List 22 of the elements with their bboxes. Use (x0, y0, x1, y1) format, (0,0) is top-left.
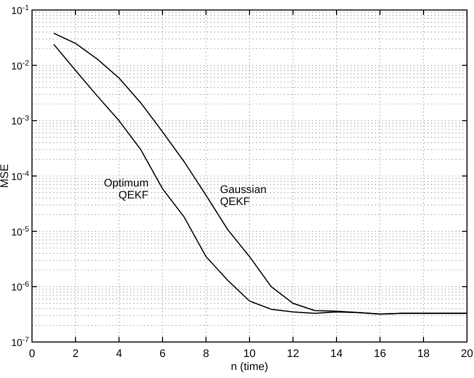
x-tick-label: 20 (460, 348, 474, 360)
y-tick-label: 10$^{-5}$ (11, 224, 29, 238)
annotation: Gaussian QEKF (220, 184, 266, 208)
x-tick-label: 8 (202, 348, 210, 360)
x-tick-label: 14 (330, 348, 343, 360)
y-tick-label: 10$^{-4}$ (11, 168, 29, 183)
x-tick-label: 0 (28, 348, 36, 360)
x-tick-label: 10 (243, 348, 256, 360)
x-axis-title: n (time) (230, 361, 268, 373)
y-tick-label: 10$^{-1}$ (11, 2, 29, 17)
x-tick-label: 6 (159, 348, 166, 360)
x-tick-label: 16 (374, 348, 386, 360)
y-tick-label: 10$^{-6}$ (11, 279, 29, 294)
annotation: Optimum QEKF (104, 178, 149, 202)
x-tick-label: 12 (286, 348, 300, 360)
y-tick-label: 10$^{-2}$ (11, 58, 29, 72)
y-axis-title: MSE (0, 164, 11, 188)
x-tick-label: 2 (72, 348, 79, 360)
x-tick-label: 4 (116, 348, 122, 360)
y-tick-label: 10$^{-3}$ (11, 113, 29, 128)
x-tick-label: 18 (417, 348, 430, 360)
y-tick-label: 10$^{-7}$ (11, 334, 29, 349)
